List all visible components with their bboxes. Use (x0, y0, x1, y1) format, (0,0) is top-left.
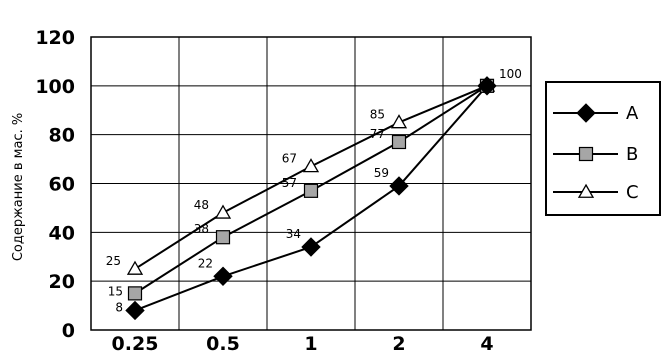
series-group: 25 48 67 85 100 15 38 57 77 8 22 34 59 (106, 67, 522, 321)
data-label-b: 77 (370, 127, 385, 141)
y-tick-label: 40 (49, 222, 75, 244)
data-label-a: 8 (115, 300, 123, 314)
y-tick-label: 80 (49, 125, 75, 147)
data-label-b: 15 (108, 284, 123, 298)
grid (90, 36, 532, 331)
data-point-c (302, 158, 320, 173)
data-point-b (391, 134, 407, 150)
legend-label-a: A (626, 103, 639, 124)
y-tick-label: 120 (35, 27, 75, 49)
data-point-a (389, 176, 409, 196)
data-point-a (213, 266, 233, 286)
data-label-c: 48 (194, 198, 209, 212)
x-tick-label: 4 (480, 333, 493, 354)
legend-label-c: C (626, 182, 639, 203)
y-axis-label: Содержание в мас. % (11, 113, 26, 261)
data-point-a (125, 300, 145, 321)
data-point-c (214, 204, 232, 219)
legend-marker-c (577, 183, 595, 198)
y-axis-ticks: 0 20 40 60 80 100 120 (35, 27, 75, 342)
y-tick-label: 0 (62, 320, 75, 342)
legend: ABC (545, 81, 661, 216)
data-label-c: 25 (106, 254, 121, 268)
x-axis-ticks: 0.25 0.5 1 2 4 (112, 333, 494, 354)
data-label-b: 38 (194, 222, 209, 236)
legend-box (545, 81, 661, 216)
y-tick-label: 20 (49, 271, 75, 293)
data-label-c: 85 (370, 107, 385, 121)
x-tick-label: 0.25 (112, 333, 159, 354)
legend-marker-a (576, 103, 596, 123)
legend-label-b: B (626, 144, 638, 165)
x-tick-label: 1 (304, 333, 317, 354)
x-tick-label: 2 (392, 333, 405, 354)
y-tick-label: 60 (49, 174, 75, 196)
data-point-a (477, 76, 497, 96)
x-tick-label: 0.5 (206, 333, 240, 354)
data-label-a: 59 (374, 166, 389, 180)
data-label-b: 57 (282, 176, 297, 190)
data-point-b (127, 286, 143, 301)
data-label-c: 100 (499, 67, 522, 81)
legend-marker-b (578, 146, 594, 162)
data-label-a: 34 (286, 227, 301, 241)
data-point-b (303, 183, 319, 198)
data-point-c (126, 260, 144, 275)
y-tick-label: 100 (35, 76, 75, 98)
data-label-a: 22 (198, 256, 213, 270)
data-point-c (390, 114, 408, 129)
data-point-a (301, 237, 321, 257)
data-label-c: 67 (282, 151, 297, 165)
data-point-b (215, 230, 231, 245)
